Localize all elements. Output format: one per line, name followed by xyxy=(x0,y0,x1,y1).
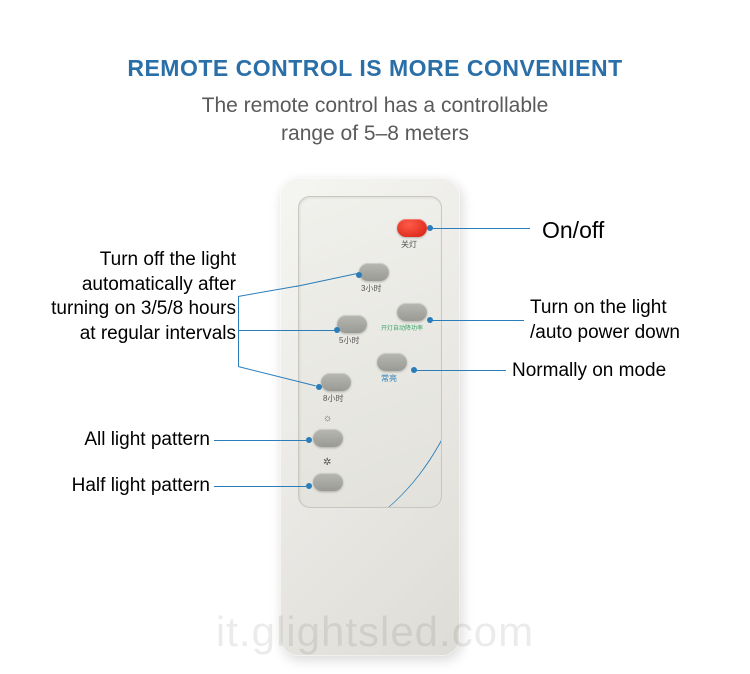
remote-panel: 关灯 3小时 开灯自动降功率 5小时 常亮 8小时 ☼ ✲ xyxy=(298,196,442,508)
callout-allpattern: All light pattern xyxy=(40,428,210,453)
dot-onoff xyxy=(427,225,433,231)
watermark: it.glightsled.com xyxy=(0,608,750,656)
half-light-button[interactable] xyxy=(313,473,343,491)
sun-half-icon: ✲ xyxy=(323,457,331,468)
timer-5h-button[interactable] xyxy=(337,315,367,333)
line-halfpattern xyxy=(214,486,306,487)
auto-power-button[interactable] xyxy=(397,303,427,321)
line-timers-2 xyxy=(238,330,334,331)
timer-3h-button[interactable] xyxy=(359,263,389,281)
line-allpattern xyxy=(214,440,306,441)
normal-mode-label: 常亮 xyxy=(381,373,397,384)
sun-full-icon: ☼ xyxy=(323,413,332,424)
callout-timers: Turn off the light automatically after t… xyxy=(20,248,236,347)
timer-3h-label: 3小时 xyxy=(361,283,381,294)
timer-8h-button[interactable] xyxy=(321,373,351,391)
dot-allpattern xyxy=(306,437,312,443)
title: REMOTE CONTROL IS MORE CONVENIENT xyxy=(0,0,750,82)
panel-arc xyxy=(298,196,442,508)
callout-autopower: Turn on the light /auto power down xyxy=(530,296,680,345)
normal-mode-button[interactable] xyxy=(377,353,407,371)
dot-timers-3 xyxy=(316,384,322,390)
dot-autopower xyxy=(427,317,433,323)
subtitle: The remote control has a controllable ra… xyxy=(0,92,750,149)
dot-halfpattern xyxy=(306,483,312,489)
line-normal xyxy=(414,370,506,371)
power-label: 关灯 xyxy=(401,239,417,250)
callout-halfpattern: Half light pattern xyxy=(28,474,210,499)
callout-onoff: On/off xyxy=(542,216,604,246)
dot-timers-1 xyxy=(356,272,362,278)
dot-normal xyxy=(411,367,417,373)
power-button[interactable] xyxy=(397,219,427,237)
remote-body: 关灯 3小时 开灯自动降功率 5小时 常亮 8小时 ☼ ✲ xyxy=(280,178,460,656)
auto-power-label: 开灯自动降功率 xyxy=(381,323,423,332)
callout-normal: Normally on mode xyxy=(512,359,666,384)
dot-timers-2 xyxy=(334,327,340,333)
line-timers-v xyxy=(238,296,239,366)
all-light-button[interactable] xyxy=(313,429,343,447)
timer-8h-label: 8小时 xyxy=(323,393,343,404)
line-autopower xyxy=(430,320,524,321)
line-onoff xyxy=(430,228,530,229)
timer-5h-label: 5小时 xyxy=(339,335,359,346)
